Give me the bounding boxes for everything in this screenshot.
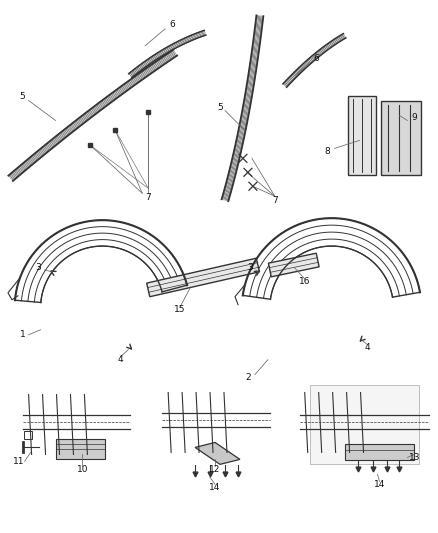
Text: 2: 2 (245, 373, 251, 382)
Polygon shape (195, 442, 240, 464)
Text: 15: 15 (174, 305, 186, 314)
Text: 5: 5 (217, 103, 223, 112)
Bar (56, 439, 106, 459)
FancyBboxPatch shape (348, 95, 375, 175)
Text: 7: 7 (272, 196, 278, 205)
Text: 8: 8 (325, 147, 331, 156)
FancyBboxPatch shape (381, 101, 421, 175)
Text: 4: 4 (365, 343, 371, 352)
Text: 14: 14 (374, 480, 385, 489)
Text: 11: 11 (13, 457, 25, 466)
Text: 9: 9 (412, 113, 417, 122)
Text: 16: 16 (299, 278, 311, 286)
Bar (24, 432, 32, 439)
Text: 6: 6 (314, 54, 320, 63)
Text: 1: 1 (20, 330, 25, 340)
Polygon shape (268, 253, 319, 277)
Text: 7: 7 (145, 193, 151, 201)
Text: 13: 13 (409, 453, 420, 462)
Text: 6: 6 (169, 20, 175, 29)
Text: 10: 10 (77, 465, 88, 474)
Polygon shape (147, 258, 259, 297)
Text: 3: 3 (36, 263, 42, 272)
Text: 5: 5 (20, 92, 25, 101)
Text: 3: 3 (247, 263, 253, 272)
Text: 14: 14 (209, 483, 221, 492)
Bar (345, 445, 414, 461)
Bar (310, 385, 419, 464)
Text: 12: 12 (209, 465, 221, 474)
Text: 4: 4 (117, 355, 123, 364)
